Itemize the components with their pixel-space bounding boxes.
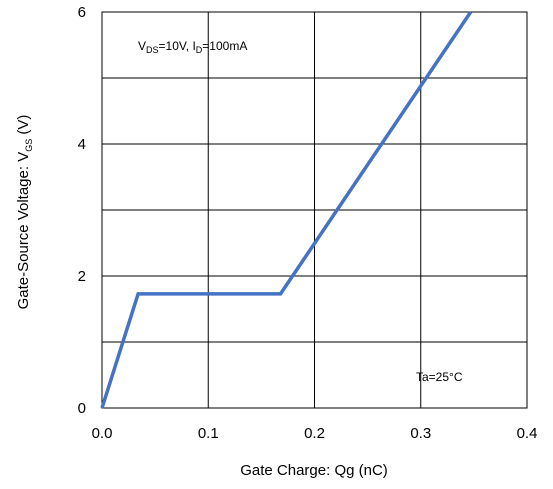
plot-frame [101,11,528,409]
y-axis-label-unit: (V) [15,115,32,139]
x-tick-label: 0.1 [198,425,219,442]
cond-v: V [138,39,146,53]
cond-i-subscript: D [196,45,203,55]
temperature-annotation: Ta=25°C [416,370,463,384]
cond-mid: =10V, I [159,39,196,53]
x-tick-label: 0.3 [410,425,431,442]
conditions-annotation: VDS=10V, ID=100mA [138,39,247,55]
y-tick-label: 6 [78,4,86,21]
y-tick-label: 0 [78,400,86,417]
y-axis-label: Gate-Source Voltage: VGS (V) [15,115,34,310]
y-tick-label: 4 [78,136,86,153]
series-group [100,11,473,409]
y-axis-label-subscript: GS [24,139,34,152]
y-tick-label: 2 [78,268,86,285]
y-tick-labels: 0 2 4 6 [78,4,86,417]
cond-v-subscript: DS [146,45,159,55]
cond-tail: =100mA [202,39,247,53]
x-tick-labels: 0.0 0.1 0.2 0.3 0.4 [92,425,538,442]
y-axis-label-main: Gate-Source Voltage: V [15,152,32,310]
x-tick-label: 0.4 [517,425,538,442]
x-axis-label: Gate Charge: Qg (nC) [240,462,388,479]
x-tick-label: 0.0 [92,425,113,442]
grid-lines [101,11,528,409]
x-tick-label: 0.2 [304,425,325,442]
series-line-0 [100,11,473,409]
